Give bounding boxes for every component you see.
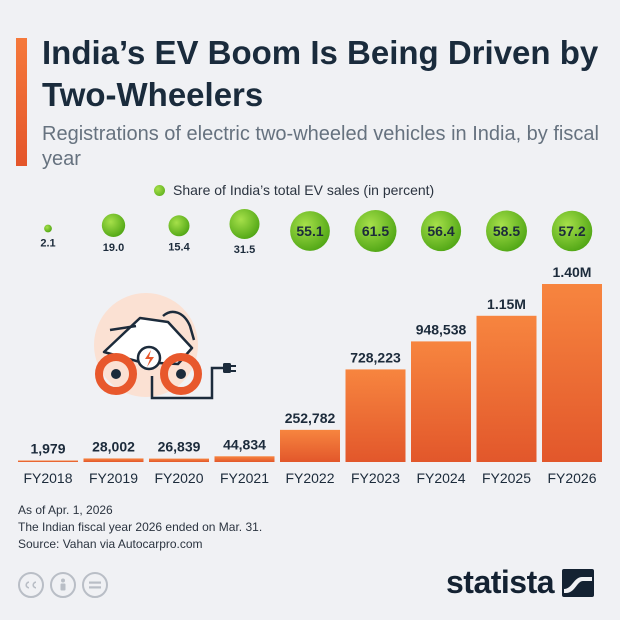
share-bubble-fy2020 — [168, 215, 190, 237]
x-tick-label: FY2026 — [547, 470, 596, 486]
bar-fy2026 — [542, 284, 602, 462]
chart-subtitle: Registrations of electric two-wheeled ve… — [42, 123, 599, 170]
share-bubble-fy2021 — [229, 208, 260, 240]
share-value-label: 55.1 — [296, 223, 323, 239]
share-value-label: 61.5 — [362, 223, 389, 239]
x-tick-label: FY2018 — [23, 470, 72, 486]
x-tick-label: FY2021 — [220, 470, 269, 486]
statista-logo[interactable]: statista — [446, 564, 595, 601]
share-bubble-fy2022 — [290, 211, 330, 251]
statista-mark-icon — [562, 568, 595, 597]
x-tick-label: FY2025 — [482, 470, 531, 486]
share-bubble-fy2025 — [486, 210, 527, 252]
electric-motorcycle-icon — [94, 293, 236, 400]
x-tick-label: FY2019 — [89, 470, 138, 486]
footnote-date: As of Apr. 1, 2026 — [18, 503, 113, 517]
share-bubble-fy2019 — [101, 213, 126, 238]
legend-label: Share of India’s total EV sales (in perc… — [173, 182, 435, 198]
share-bubble-fy2018 — [44, 224, 52, 233]
bar-fy2023 — [345, 369, 406, 462]
share-value-label: 19.0 — [103, 242, 124, 254]
bar-fy2021 — [214, 456, 275, 462]
chart-area: 2.1 19.0 15.4 31.5 55.1 61.5 56.4 58.5 57.2 1,97… — [18, 208, 602, 486]
share-value-label: 57.2 — [558, 223, 585, 239]
license-icons — [18, 572, 108, 598]
bar-value-label: 948,538 — [416, 321, 467, 337]
share-value-label: 56.4 — [427, 223, 454, 239]
footnote-source: Source: Vahan via Autocarpro.com — [18, 537, 203, 551]
bar-fy2025 — [476, 315, 537, 462]
bar-fy2024 — [411, 341, 471, 462]
share-value-label: 2.1 — [40, 237, 55, 249]
legend-green-dot-icon — [154, 184, 165, 196]
share-bubble-fy2026 — [551, 210, 593, 252]
bar-fy2019 — [83, 458, 144, 462]
bar-fy2018 — [18, 460, 78, 462]
x-tick-label: FY2020 — [154, 470, 203, 486]
equals-icon[interactable] — [82, 572, 108, 598]
bar-value-label: 1,979 — [30, 441, 65, 457]
bar-fy2022 — [280, 429, 340, 462]
x-tick-label: FY2022 — [285, 470, 334, 486]
bar-value-label: 26,839 — [158, 439, 201, 455]
share-value-label: 15.4 — [168, 241, 190, 253]
share-bubbles: 2.1 19.0 15.4 31.5 55.1 61.5 56.4 58.5 57.2 — [40, 208, 593, 256]
cc-icon[interactable] — [18, 572, 44, 598]
registration-bars: 1,979 FY2018 28,002 FY2019 26,839 FY2020 44,83… — [18, 264, 602, 486]
x-tick-label: FY2024 — [416, 470, 465, 486]
share-value-label: 58.5 — [493, 223, 520, 239]
share-bubble-fy2024 — [420, 210, 462, 252]
share-bubble-fy2023 — [354, 210, 397, 252]
x-tick-label: FY2023 — [351, 470, 400, 486]
chart-title: India’s EV Boom Is Being Driven by Two-W… — [42, 34, 599, 113]
bar-value-label: 252,782 — [285, 410, 336, 426]
bar-value-label: 728,223 — [350, 349, 401, 365]
brand-name: statista — [446, 564, 555, 600]
bar-value-label: 1.15M — [487, 296, 526, 312]
footnotes: As of Apr. 1, 2026 The Indian fiscal yea… — [18, 502, 262, 553]
bar-value-label: 28,002 — [92, 438, 135, 454]
bar-fy2020 — [149, 458, 209, 462]
person-icon[interactable] — [50, 572, 76, 598]
legend: Share of India’s total EV sales (in perc… — [154, 180, 434, 200]
title-accent-bar — [16, 38, 27, 166]
bar-value-label: 1.40M — [553, 264, 592, 280]
footnote-fiscal-year: The Indian fiscal year 2026 ended on Mar… — [18, 520, 263, 534]
share-value-label: 31.5 — [234, 244, 255, 256]
bar-value-label: 44,834 — [223, 436, 266, 452]
